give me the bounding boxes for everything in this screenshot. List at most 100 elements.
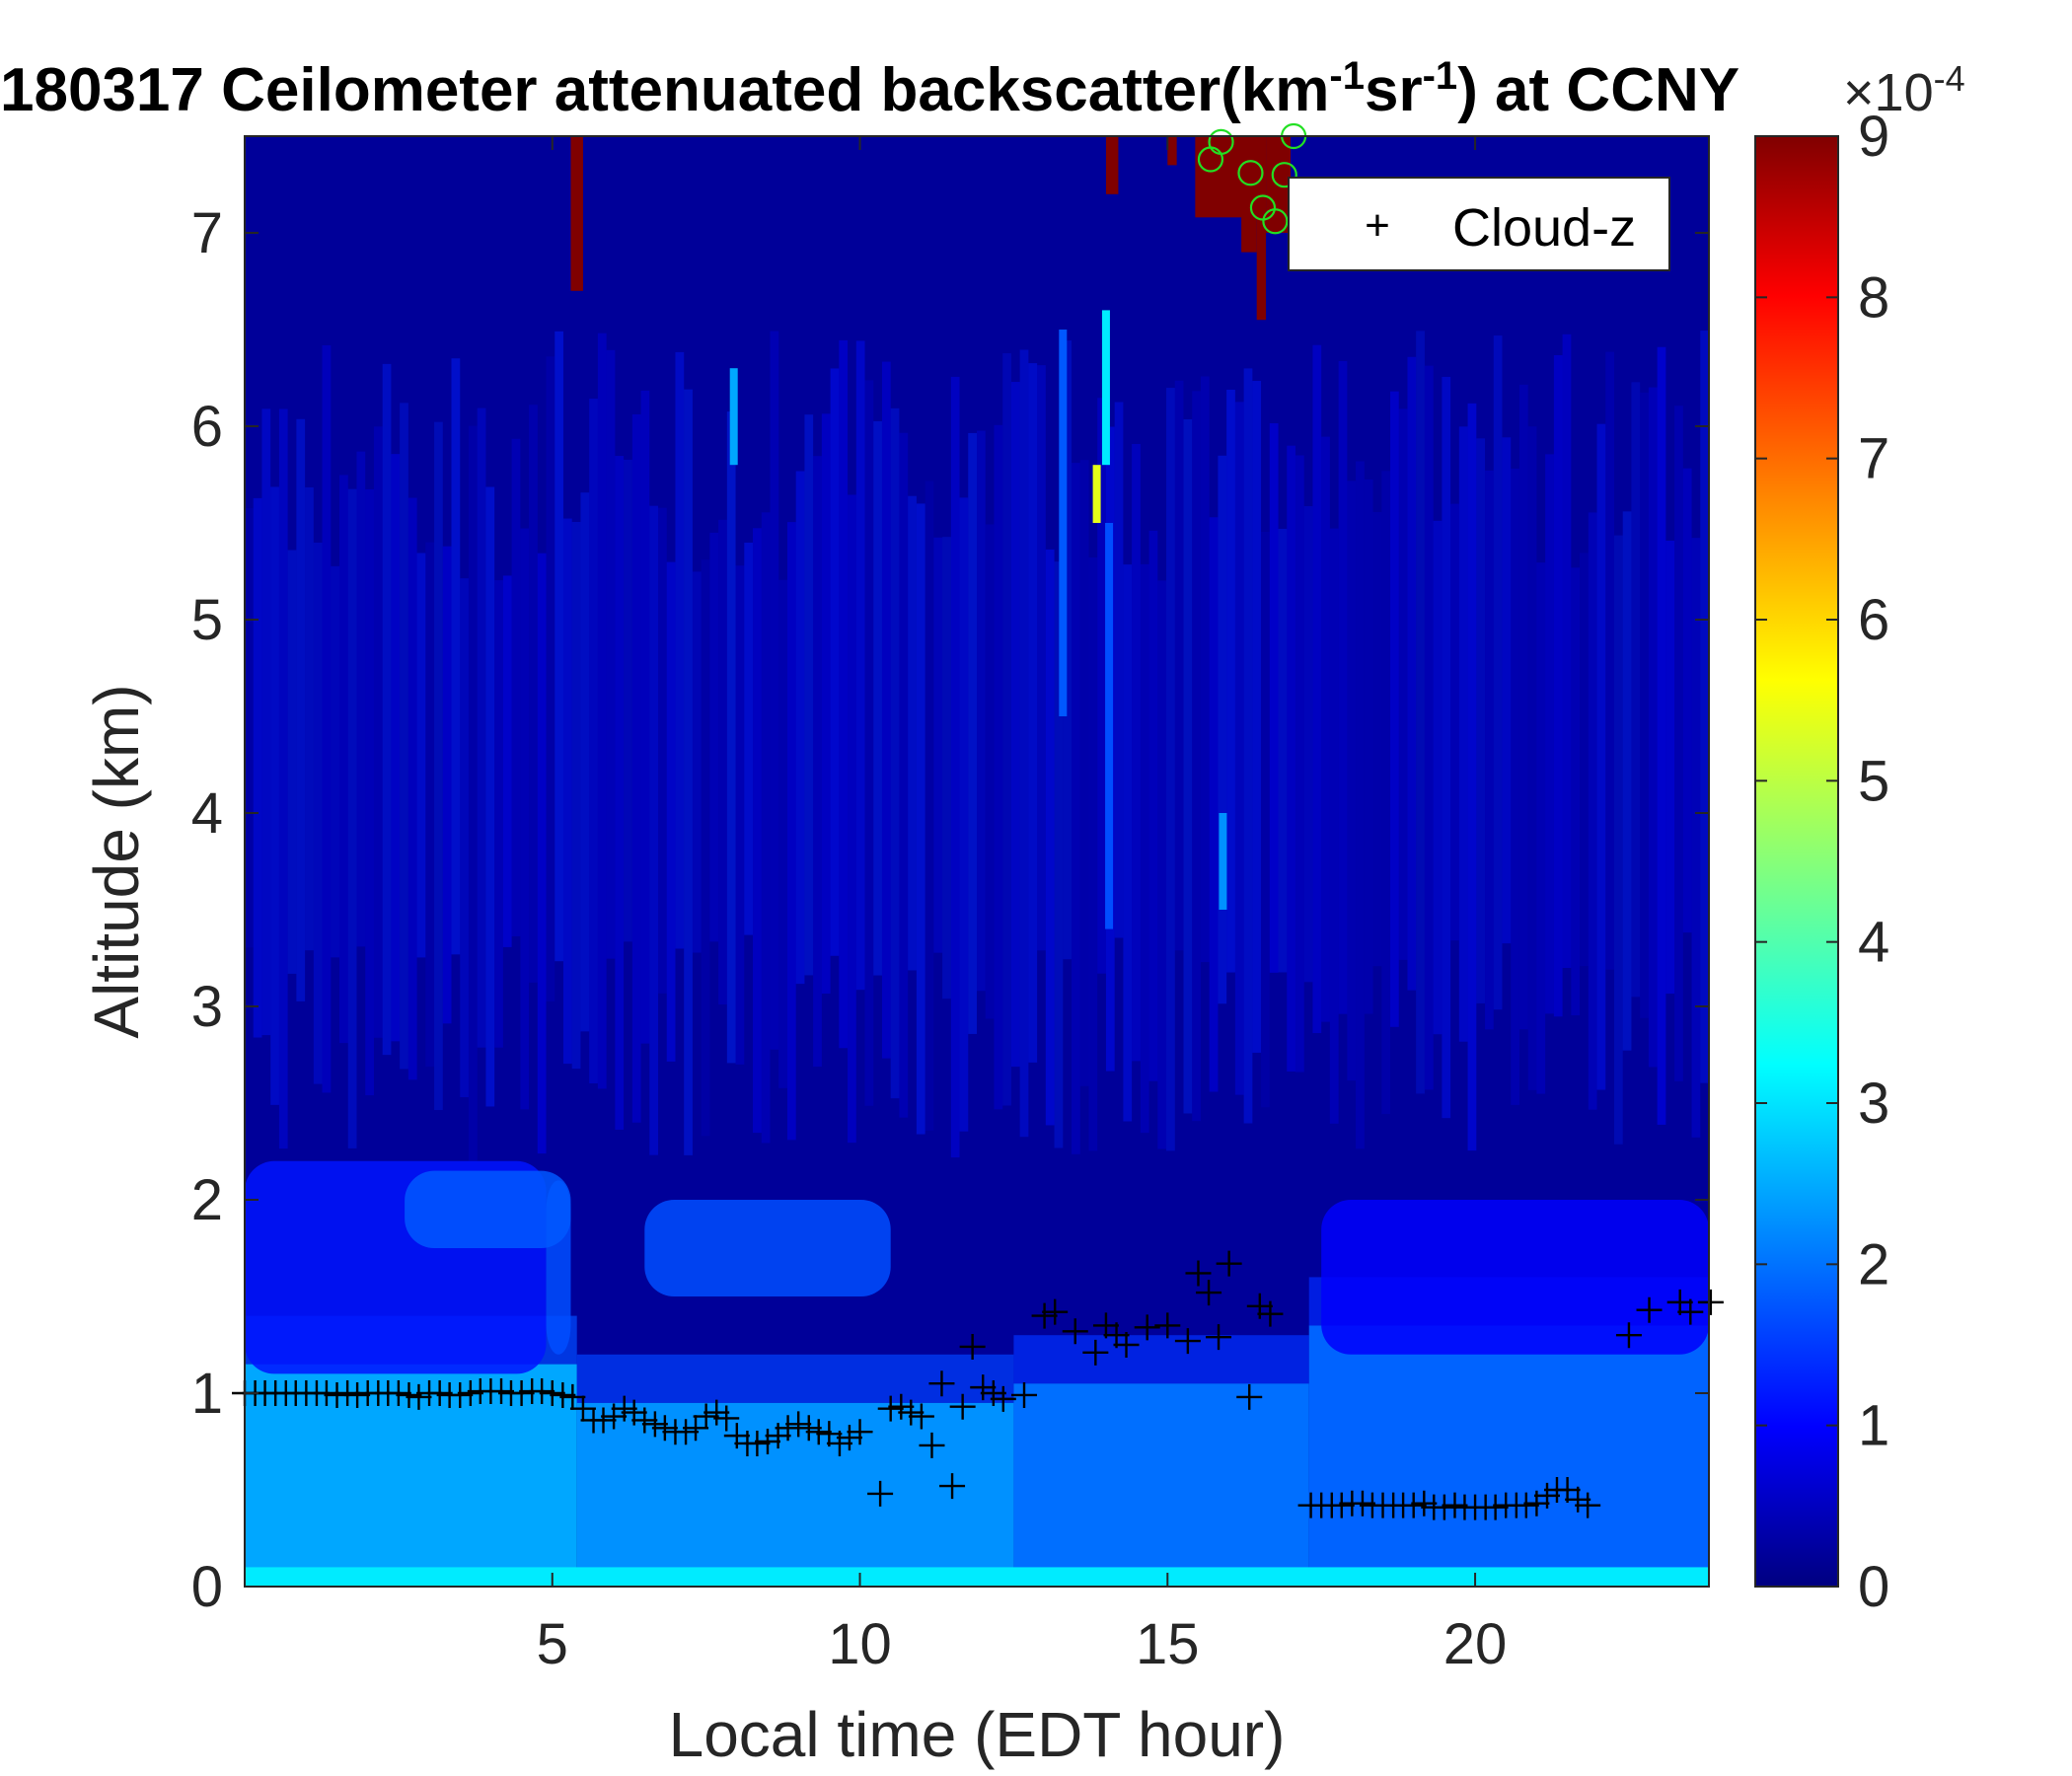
noise-column xyxy=(339,475,348,1044)
high-cloud xyxy=(570,136,583,291)
plot-frame xyxy=(244,135,1710,1588)
noise-column xyxy=(786,522,796,1141)
legend-label-cloud-z: Cloud-z xyxy=(1452,198,1636,258)
cloud-z-marker xyxy=(426,1380,453,1406)
noise-column xyxy=(1442,376,1451,1119)
colorbar-tick-label: 6 xyxy=(1858,588,1889,652)
noise-column xyxy=(1518,384,1528,1030)
cloud-z-marker xyxy=(939,1473,966,1500)
noise-column xyxy=(1450,503,1459,941)
noise-column xyxy=(434,421,443,1111)
cloud-z-marker xyxy=(1697,1289,1724,1315)
cloud-z-marker xyxy=(703,1399,730,1426)
noise-column xyxy=(1674,406,1683,1081)
noise-column xyxy=(925,481,934,1131)
y-axis-label: Altitude (km) xyxy=(81,684,152,1038)
cloud-z-marker xyxy=(569,1395,596,1422)
cloud-z-marker xyxy=(744,1430,771,1456)
noise-column xyxy=(356,451,366,947)
noise-column xyxy=(1045,549,1055,1126)
aerosol-band xyxy=(1321,1200,1709,1355)
noise-column xyxy=(261,408,271,1036)
noise-column xyxy=(1123,564,1133,1122)
noise-column xyxy=(1545,454,1554,1014)
noise-column xyxy=(1019,349,1029,1138)
noise-column xyxy=(1088,556,1098,1151)
noise-column xyxy=(1269,422,1279,973)
cloud-z-marker xyxy=(1011,1381,1038,1408)
noise-column xyxy=(1010,382,1020,1068)
noise-column xyxy=(950,376,960,1158)
cloud-z-marker xyxy=(590,1407,617,1434)
noise-column xyxy=(821,413,831,995)
noise-column xyxy=(881,361,891,1059)
noise-column xyxy=(1252,381,1262,1053)
chart-title: 180317 Ceilometer attenuated backscatter… xyxy=(0,54,1739,124)
noise-column xyxy=(1613,535,1623,1145)
noise-column xyxy=(1028,363,1038,1063)
noise-column xyxy=(537,553,547,1154)
signal-streak xyxy=(1059,330,1068,716)
noise-column xyxy=(795,471,805,985)
signal-streak xyxy=(1105,523,1114,929)
cloud-z-marker xyxy=(1042,1298,1069,1325)
noise-column xyxy=(1398,408,1408,960)
signal-streak xyxy=(729,368,738,466)
cloud-z-marker xyxy=(1185,1260,1212,1287)
noise-column xyxy=(1682,468,1692,933)
legend-marker-cloud-z: + xyxy=(1365,201,1390,250)
colorbar-gradient xyxy=(1754,135,1839,1588)
high-cloud xyxy=(1105,136,1119,194)
cloud-z-marker xyxy=(713,1405,740,1432)
cloud-z-marker xyxy=(385,1380,411,1406)
cloud-z-marker xyxy=(673,1419,700,1445)
noise-column xyxy=(322,344,332,1093)
cloud-z-marker xyxy=(785,1411,812,1438)
boundary-layer xyxy=(576,1402,1014,1587)
y-tick-label: 4 xyxy=(191,781,223,846)
noise-column xyxy=(1536,562,1546,1094)
colorbar-tick-label: 8 xyxy=(1858,265,1889,330)
noise-column xyxy=(778,579,787,1088)
noise-column xyxy=(313,542,323,1084)
noise-column xyxy=(830,368,840,956)
plot-area xyxy=(232,122,1724,1588)
cloud-z-marker xyxy=(847,1419,873,1445)
noise-column xyxy=(994,424,1003,1110)
noise-column xyxy=(502,575,512,947)
cloud-z-marker xyxy=(1174,1328,1201,1355)
noise-column xyxy=(1243,368,1253,1124)
cloud-z-marker xyxy=(1134,1314,1160,1341)
colorbar-exponent: ×10-4 xyxy=(1843,58,1965,123)
cloud-z-marker xyxy=(1482,1494,1509,1520)
noise-column xyxy=(916,503,925,1135)
noise-column xyxy=(580,492,590,1032)
cloud-z-marker xyxy=(611,1395,637,1422)
y-tick-label: 2 xyxy=(191,1168,223,1232)
noise-column xyxy=(571,521,581,1070)
noise-column xyxy=(753,528,762,1134)
noise-column xyxy=(1037,365,1046,951)
noise-column xyxy=(1700,331,1709,1083)
noise-column xyxy=(770,331,779,1050)
noise-column xyxy=(968,432,977,1034)
noise-column xyxy=(1502,437,1512,944)
y-tick-label: 3 xyxy=(191,975,223,1039)
x-axis-label: Local time (EDT hour) xyxy=(669,1699,1286,1770)
noise-column xyxy=(1226,389,1235,973)
noise-column xyxy=(1312,344,1322,1034)
cloud-z-marker xyxy=(970,1374,997,1401)
cloud-z-marker xyxy=(1565,1486,1591,1513)
noise-column xyxy=(631,413,641,1123)
noise-column xyxy=(425,542,435,1068)
noise-column xyxy=(373,426,383,1038)
noise-column xyxy=(1433,520,1443,1035)
noise-column xyxy=(864,380,874,1106)
noise-column xyxy=(658,507,667,994)
noise-column xyxy=(1657,346,1666,1125)
surface-layer xyxy=(245,1567,1709,1587)
noise-column xyxy=(555,331,563,962)
noise-column xyxy=(1261,531,1270,1108)
aerosol-band xyxy=(405,1170,571,1248)
noise-column xyxy=(1605,351,1614,970)
